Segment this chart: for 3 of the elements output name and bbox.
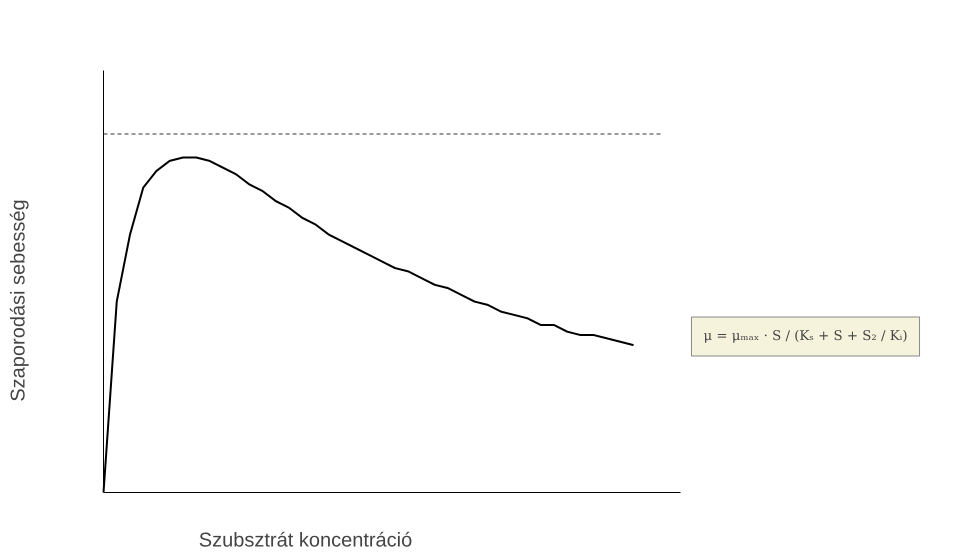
x-axis-title: Szubsztrát koncentráció xyxy=(198,530,412,552)
y-axis-title: Szaporodási sebesség xyxy=(8,199,30,402)
text: μ = μₘₐₓ · S / (Kₛ + S + S₂ / Kᵢ) xyxy=(703,329,908,344)
